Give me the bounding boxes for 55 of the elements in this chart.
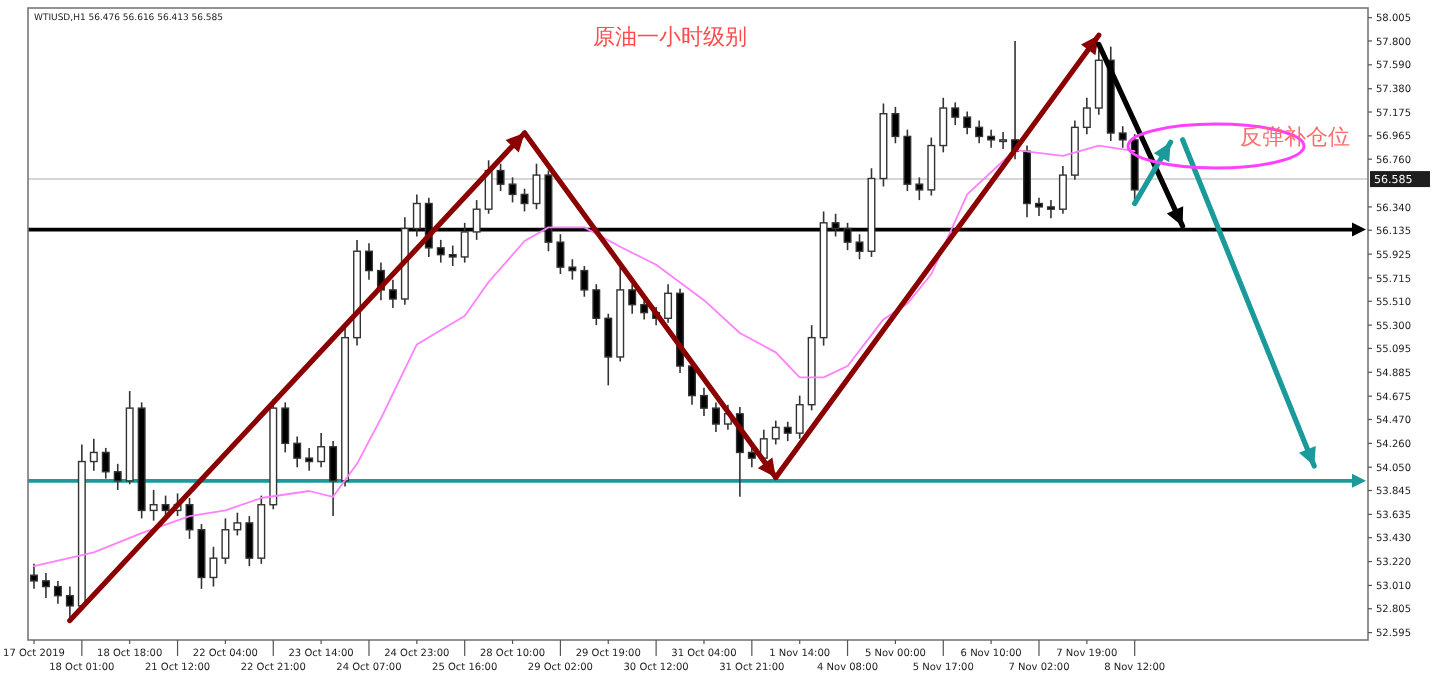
candlestick <box>771 419 780 446</box>
candlestick <box>939 97 948 154</box>
candlestick <box>915 176 924 201</box>
candlestick <box>699 386 708 417</box>
candlestick <box>568 258 577 281</box>
candlestick <box>664 283 673 324</box>
text: 原油一小时级别 <box>593 24 747 50</box>
candlestick <box>508 176 517 204</box>
candlestick <box>317 432 326 469</box>
candlestick <box>891 106 900 145</box>
candlestick <box>999 131 1008 150</box>
candlestick <box>281 401 290 454</box>
candlestick <box>412 193 421 238</box>
candlestick <box>305 447 314 472</box>
candlestick <box>1070 119 1079 181</box>
candlestick <box>149 489 158 522</box>
candlestick <box>436 239 445 264</box>
candlestick <box>41 572 50 599</box>
candlestick <box>472 199 481 241</box>
candlestick <box>53 580 62 605</box>
candlestick <box>975 119 984 145</box>
candlestick <box>364 242 373 281</box>
candlestick <box>113 463 122 491</box>
candlestick <box>783 420 792 442</box>
candlestick <box>29 563 38 590</box>
candlestick <box>233 511 242 537</box>
candlestick <box>1082 97 1091 135</box>
candlestick <box>604 312 613 387</box>
candlestick <box>496 162 505 192</box>
candlestick <box>460 222 469 264</box>
candlestick <box>209 545 218 588</box>
candlestick <box>1058 165 1067 215</box>
candlestick <box>65 585 74 622</box>
candlestick <box>1034 197 1043 217</box>
candlestick <box>963 110 972 135</box>
candlestick <box>628 283 637 315</box>
candlestick <box>592 283 601 326</box>
candlestick <box>89 438 98 472</box>
candlestick <box>245 515 254 567</box>
candlestick <box>711 401 720 433</box>
candlestick <box>329 440 338 517</box>
candlestick <box>927 136 936 197</box>
candlestick <box>448 244 457 267</box>
candlestick <box>388 278 397 309</box>
candlestick <box>1094 49 1103 116</box>
candlestick <box>221 517 230 565</box>
candlestick <box>1118 125 1127 149</box>
candlestick <box>795 394 804 440</box>
candlestick <box>903 128 912 192</box>
candlestick <box>987 128 996 149</box>
candlestick <box>1046 199 1055 220</box>
candlestick <box>951 101 960 126</box>
candlestick <box>293 435 302 469</box>
candlestick <box>580 265 589 298</box>
candlestick <box>101 447 110 480</box>
